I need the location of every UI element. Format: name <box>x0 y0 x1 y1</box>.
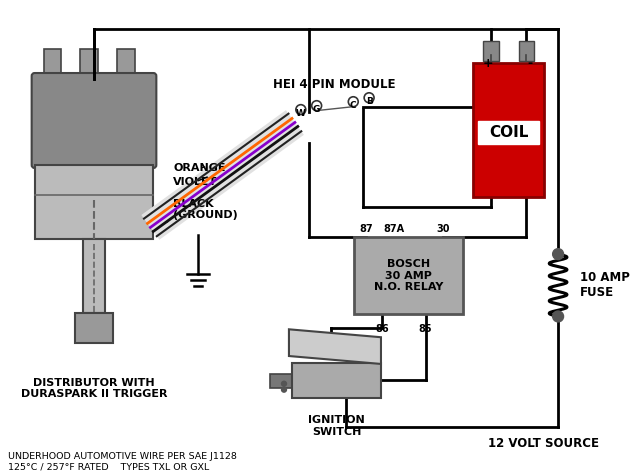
Circle shape <box>296 105 306 115</box>
Text: C: C <box>350 100 356 109</box>
Text: 86: 86 <box>375 324 388 334</box>
Text: 125°C / 257°F RATED    TYPES TXL OR GXL: 125°C / 257°F RATED TYPES TXL OR GXL <box>8 462 209 471</box>
Text: G: G <box>313 105 321 114</box>
Text: BOSCH
30 AMP
N.O. RELAY: BOSCH 30 AMP N.O. RELAY <box>374 259 444 292</box>
Bar <box>35 165 154 239</box>
Bar <box>355 237 463 314</box>
Polygon shape <box>289 329 381 364</box>
Bar <box>292 363 381 398</box>
Text: VIOLET: VIOLET <box>173 177 218 187</box>
Circle shape <box>348 97 358 107</box>
Circle shape <box>553 249 564 260</box>
Text: W: W <box>296 109 306 118</box>
Circle shape <box>282 381 287 386</box>
Circle shape <box>312 100 322 110</box>
Text: 30: 30 <box>436 224 450 234</box>
Bar <box>483 41 499 61</box>
Bar <box>518 41 534 61</box>
Text: IGNITION
SWITCH: IGNITION SWITCH <box>308 415 365 437</box>
Bar <box>116 49 134 79</box>
Text: B: B <box>365 97 372 106</box>
FancyBboxPatch shape <box>31 73 156 168</box>
Circle shape <box>553 311 564 322</box>
Bar <box>76 313 113 343</box>
Text: 87A: 87A <box>383 224 404 234</box>
Text: 85: 85 <box>419 324 432 334</box>
Circle shape <box>282 387 287 392</box>
Text: COIL: COIL <box>489 125 528 140</box>
Text: DISTRIBUTOR WITH
DURASPARK II TRIGGER: DISTRIBUTOR WITH DURASPARK II TRIGGER <box>20 378 167 400</box>
Text: 12 VOLT SOURCE: 12 VOLT SOURCE <box>488 437 599 450</box>
Text: BLACK
(GROUND): BLACK (GROUND) <box>165 199 238 222</box>
Text: UNDERHOOD AUTOMOTIVE WIRE PER SAE J1128: UNDERHOOD AUTOMOTIVE WIRE PER SAE J1128 <box>8 453 237 462</box>
Text: -: - <box>528 57 533 70</box>
Text: +: + <box>483 57 493 70</box>
Bar <box>270 374 292 388</box>
Text: HEI 4 PIN MODULE: HEI 4 PIN MODULE <box>273 78 396 91</box>
Bar <box>44 49 61 79</box>
Bar <box>83 239 105 313</box>
FancyBboxPatch shape <box>478 120 540 144</box>
Bar <box>473 63 544 197</box>
Bar <box>80 49 98 79</box>
Text: ORANGE: ORANGE <box>173 163 226 173</box>
Text: 10 AMP
FUSE: 10 AMP FUSE <box>580 271 630 299</box>
Circle shape <box>364 93 374 103</box>
Text: 87: 87 <box>359 224 373 234</box>
